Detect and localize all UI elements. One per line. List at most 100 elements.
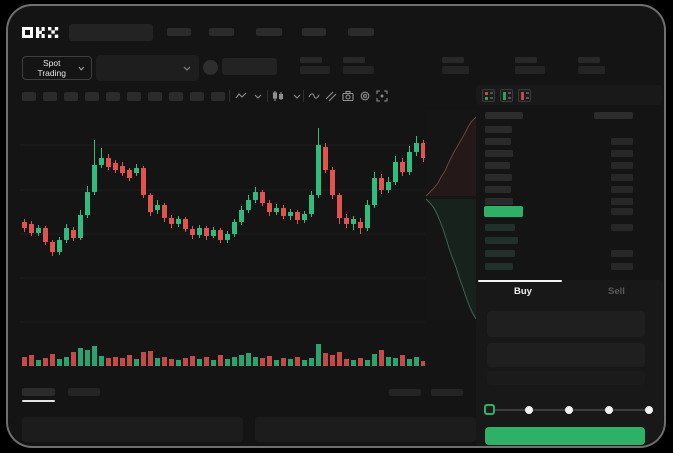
tab-sell[interactable]: Sell [608, 286, 625, 297]
toolbar-block-button[interactable] [211, 92, 225, 101]
ask-row-price[interactable] [485, 126, 512, 133]
bottom-tab-history[interactable] [68, 388, 100, 396]
bid-row-price[interactable] [485, 250, 515, 257]
volume-bar [155, 358, 160, 366]
volume-bar [141, 352, 146, 366]
candle [106, 154, 111, 170]
candle [176, 216, 181, 227]
volume-bar [393, 358, 398, 366]
overlay-wave-icon[interactable] [307, 89, 321, 103]
candle [50, 240, 55, 256]
order-total-field[interactable] [487, 371, 645, 385]
pair-dropdown[interactable] [96, 55, 199, 81]
toolbar-block-button[interactable] [106, 92, 120, 101]
order-amount-field[interactable] [487, 343, 645, 367]
volume-bar [330, 355, 335, 366]
volume-bar [267, 356, 272, 366]
nav-item[interactable] [256, 28, 282, 36]
trade-tabs: Buy Sell [476, 280, 663, 304]
toolbar-block-button[interactable] [43, 92, 57, 101]
slider-stop-dot[interactable] [605, 406, 613, 414]
bid-row-price[interactable] [485, 263, 513, 270]
buy-submit-button[interactable] [485, 427, 645, 445]
ticker-stat-label [442, 57, 464, 63]
ticker-stat-value [300, 66, 330, 74]
ask-row-price[interactable] [485, 150, 513, 157]
candle [421, 140, 425, 162]
candle [267, 200, 272, 216]
candle [155, 200, 160, 214]
volume-bar [162, 357, 167, 366]
nav-item[interactable] [167, 28, 191, 36]
orders-table-left [22, 417, 243, 442]
draw-tools-icon[interactable] [324, 89, 338, 103]
ask-row-amount [611, 138, 633, 145]
orderbook-mode-both-icon[interactable] [482, 89, 495, 102]
candle [260, 190, 265, 206]
toolbar-block-button[interactable] [127, 92, 141, 101]
volume-bar [253, 357, 258, 366]
orderbook-mode-asks-icon[interactable] [518, 89, 531, 102]
volume-bar [358, 358, 363, 366]
bottom-action-link[interactable] [431, 389, 463, 396]
line-style-icon[interactable] [234, 89, 248, 103]
last-price-bar[interactable] [484, 206, 523, 217]
ask-row-price[interactable] [485, 174, 512, 181]
slider-stop-dot[interactable] [565, 406, 573, 414]
volume-bar [302, 360, 307, 366]
market-type-selector[interactable]: Spot Trading [22, 56, 92, 80]
candle [372, 172, 377, 208]
chevron-down-icon[interactable] [251, 89, 265, 103]
candle [337, 193, 342, 224]
bottom-action-link[interactable] [389, 389, 421, 396]
fullscreen-icon[interactable] [375, 89, 389, 103]
settings-gear-icon[interactable] [358, 89, 372, 103]
ask-row-price[interactable] [485, 138, 511, 145]
volume-bar [351, 360, 356, 366]
toolbar-block-button[interactable] [190, 92, 204, 101]
nav-item[interactable] [302, 28, 326, 36]
order-price-field[interactable] [487, 311, 645, 337]
ask-row-price[interactable] [485, 186, 511, 193]
candle [36, 225, 41, 236]
ticker-stat-value [515, 66, 545, 74]
chevron-down-icon[interactable] [290, 89, 304, 103]
orderbook-mode-bids-icon[interactable] [500, 89, 513, 102]
volume-bar [169, 359, 174, 366]
candle [393, 156, 398, 185]
price-chart-svg[interactable] [20, 110, 425, 368]
camera-icon[interactable] [341, 89, 355, 103]
volume-bar [113, 357, 118, 366]
candle [274, 204, 279, 215]
toolbar-block-button[interactable] [85, 92, 99, 101]
slider-handle[interactable] [484, 404, 495, 415]
nav-item[interactable] [209, 28, 234, 36]
ask-row-price[interactable] [485, 162, 510, 169]
bid-row-price[interactable] [485, 224, 515, 231]
toolbar-block-button[interactable] [169, 92, 183, 101]
volume-bar [57, 359, 62, 366]
indicators-icon[interactable] [271, 89, 285, 103]
slider-stop-dot[interactable] [525, 406, 533, 414]
volume-bar [246, 353, 251, 366]
candle [78, 210, 83, 240]
volume-bar [36, 360, 41, 366]
orderbook-amount-bar [611, 208, 633, 215]
orders-table-right [255, 417, 476, 442]
okx-logo[interactable] [22, 24, 64, 40]
bid-row-price[interactable] [485, 237, 518, 244]
toolbar-block-button[interactable] [148, 92, 162, 101]
toolbar-block-button[interactable] [64, 92, 78, 101]
volume-bar [78, 348, 83, 366]
bottom-tab-open-orders[interactable] [22, 388, 55, 396]
chevron-down-icon [183, 66, 191, 71]
volume-bar [190, 356, 195, 366]
nav-item[interactable] [348, 28, 374, 36]
tab-buy[interactable]: Buy [514, 286, 532, 297]
slider-stop-dot[interactable] [645, 406, 653, 414]
candle [239, 206, 244, 225]
toolbar-block-button[interactable] [22, 92, 36, 101]
candle [358, 218, 363, 234]
ask-row-amount [611, 186, 633, 193]
ask-row-price[interactable] [485, 198, 513, 205]
